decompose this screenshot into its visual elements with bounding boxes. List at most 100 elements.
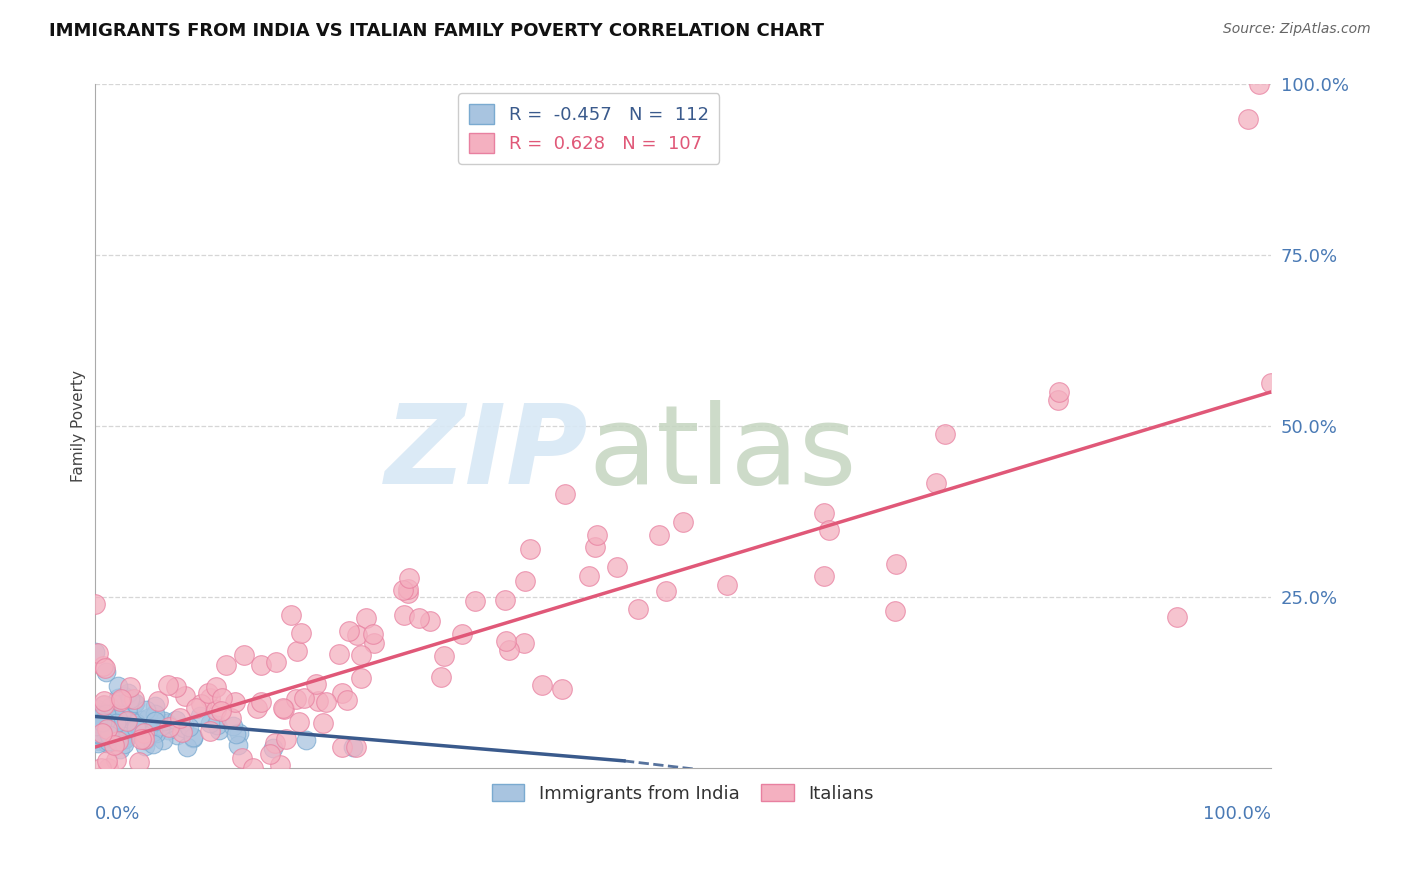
Point xyxy=(233,648,256,662)
Point xyxy=(606,559,628,574)
Point xyxy=(84,710,107,724)
Point xyxy=(107,712,129,726)
Point xyxy=(86,726,108,740)
Point xyxy=(87,713,110,727)
Point xyxy=(398,571,420,585)
Point xyxy=(96,665,118,679)
Point xyxy=(91,659,114,673)
Point xyxy=(169,711,191,725)
Point xyxy=(285,644,308,658)
Point xyxy=(138,711,160,725)
Point xyxy=(90,714,112,729)
Point xyxy=(122,697,145,711)
Point xyxy=(84,719,107,733)
Point xyxy=(90,715,112,730)
Point xyxy=(250,694,273,708)
Point xyxy=(152,733,174,747)
Point xyxy=(111,729,134,743)
Point xyxy=(96,706,118,721)
Point xyxy=(274,731,297,746)
Point xyxy=(153,714,176,729)
Point xyxy=(280,608,302,623)
Point xyxy=(228,739,250,753)
Point xyxy=(112,689,135,703)
Point xyxy=(578,569,600,583)
Point xyxy=(225,726,247,740)
Point xyxy=(97,733,120,747)
Point xyxy=(672,515,695,529)
Point xyxy=(330,739,353,754)
Point xyxy=(90,714,112,729)
Point xyxy=(264,655,287,669)
Point xyxy=(211,690,233,705)
Point xyxy=(1166,610,1188,624)
Point xyxy=(350,648,373,663)
Point xyxy=(156,716,179,731)
Point xyxy=(131,713,153,727)
Point xyxy=(328,648,350,662)
Point xyxy=(145,725,167,739)
Point xyxy=(173,690,195,704)
Point xyxy=(883,603,905,617)
Point xyxy=(655,584,678,599)
Point xyxy=(464,593,486,607)
Point xyxy=(104,753,127,767)
Point xyxy=(450,627,472,641)
Point xyxy=(90,725,112,739)
Point xyxy=(132,725,155,739)
Point xyxy=(408,610,430,624)
Point xyxy=(183,731,205,745)
Point xyxy=(124,697,146,711)
Point xyxy=(177,720,200,734)
Point xyxy=(91,722,114,736)
Point xyxy=(134,732,156,747)
Point xyxy=(330,685,353,699)
Point xyxy=(138,722,160,736)
Point xyxy=(224,695,246,709)
Point xyxy=(122,720,145,734)
Point xyxy=(315,696,337,710)
Point xyxy=(146,722,169,736)
Point xyxy=(512,636,534,650)
Point xyxy=(84,713,107,727)
Point xyxy=(396,582,419,596)
Point xyxy=(100,721,122,735)
Point xyxy=(273,702,295,716)
Point xyxy=(1047,384,1070,399)
Point xyxy=(190,698,212,712)
Point xyxy=(121,724,143,739)
Point xyxy=(101,714,124,729)
Point xyxy=(114,713,136,727)
Point xyxy=(100,728,122,742)
Point xyxy=(108,742,131,756)
Point xyxy=(89,707,111,722)
Point xyxy=(142,724,165,739)
Point xyxy=(263,736,285,750)
Point xyxy=(1047,393,1070,408)
Point xyxy=(110,692,132,706)
Legend: Immigrants from India, Italians: Immigrants from India, Italians xyxy=(485,777,882,810)
Point xyxy=(100,708,122,723)
Point xyxy=(498,642,520,657)
Point xyxy=(83,731,105,745)
Point xyxy=(98,722,121,736)
Point xyxy=(813,506,835,520)
Point xyxy=(583,540,606,554)
Point xyxy=(87,734,110,748)
Point xyxy=(361,627,384,641)
Point xyxy=(121,716,143,731)
Point xyxy=(346,628,368,642)
Point xyxy=(94,661,117,675)
Point xyxy=(716,578,738,592)
Point xyxy=(87,726,110,740)
Point xyxy=(103,719,125,733)
Point xyxy=(344,739,367,754)
Point xyxy=(648,528,671,542)
Point xyxy=(1260,376,1282,391)
Point xyxy=(121,722,143,736)
Point xyxy=(89,729,111,743)
Point xyxy=(83,644,105,658)
Point xyxy=(495,634,517,648)
Point xyxy=(350,672,373,686)
Point xyxy=(84,715,107,730)
